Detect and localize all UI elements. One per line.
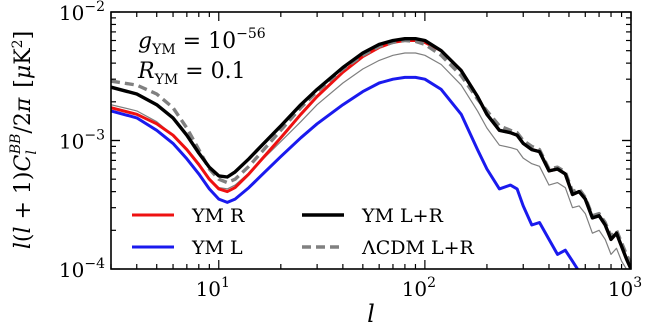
- x-tick-label: 101: [196, 275, 230, 301]
- x-tick-label: 103: [608, 275, 642, 301]
- x-tick-label: 102: [402, 275, 436, 301]
- series-line-reference-thin: [111, 52, 628, 269]
- legend-label-lambdacdm-l-r: ΛCDM L+R: [361, 237, 475, 259]
- ticks-layer: [110, 11, 632, 270]
- y-tick-label: 10−2: [59, 0, 105, 25]
- series-line-ym-l-r: [111, 37, 631, 269]
- y-axis-title: l(l + 1)ClBB/2π[μK2]: [8, 31, 40, 249]
- parameter-annotation: RYM = 0.1: [137, 59, 246, 88]
- y-tick-label: 10−4: [59, 256, 105, 282]
- legend-label-ym-l: YM L: [191, 237, 243, 259]
- legend: YM R YM L+R YM L ΛCDM L+R: [132, 205, 475, 259]
- legend-label-ym-l-r: YM L+R: [361, 205, 444, 227]
- series-layer: [111, 37, 631, 269]
- y-tick-label: 10−3: [59, 128, 105, 154]
- parameter-annotation: gYM = 10−56: [138, 26, 266, 58]
- legend-label-ym-r: YM R: [191, 205, 245, 227]
- x-axis-title: l: [367, 300, 375, 328]
- series-line-ym-l: [111, 75, 579, 269]
- labels-layer: 101 102 103 10−4 10−3 10−2: [59, 0, 642, 301]
